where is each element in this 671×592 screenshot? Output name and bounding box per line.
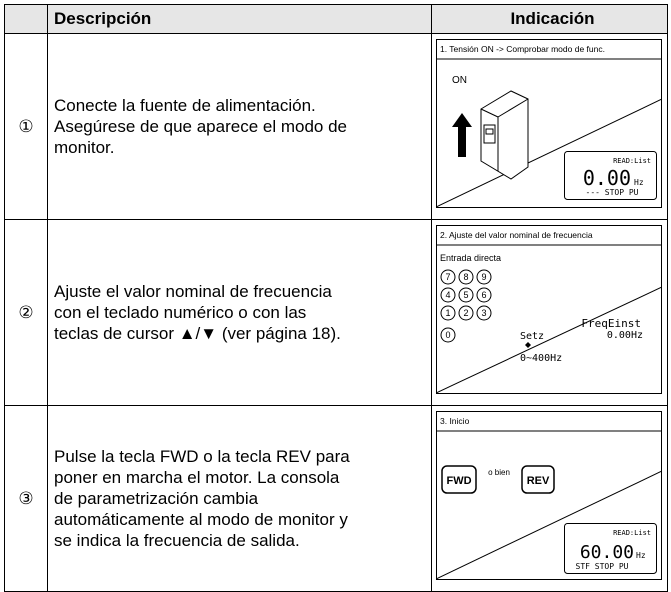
key-label: 2: [463, 308, 468, 318]
description-line: teclas de cursor ▲/▼ (ver página 18).: [54, 324, 341, 343]
key: [476, 269, 492, 285]
description-line: monitor.: [54, 138, 115, 157]
key: [440, 287, 456, 303]
key: [440, 327, 456, 343]
display-status: STF STOP PU: [576, 562, 629, 571]
key: [476, 305, 492, 321]
key-label: 3: [481, 308, 486, 318]
description-line: Asegúrese de que aparece el modo de: [54, 117, 347, 136]
display-mode: READ:List: [613, 529, 651, 537]
description: Pulse la tecla FWD o la tecla REV para po…: [47, 405, 432, 592]
description-line: de parametrización cambia: [54, 489, 259, 508]
panel-cell: 2. Ajuste del valor nominal de frecuenci…: [431, 219, 668, 406]
header-cell: [4, 4, 48, 34]
header-cell: Descripción: [47, 4, 432, 34]
row: ① Conecte la fuente de alimentación. Aseg…: [4, 33, 668, 220]
key: [458, 269, 474, 285]
key-label: 8: [463, 272, 468, 282]
key-label: 7: [445, 272, 450, 282]
display-status: --- STOP PU: [586, 188, 639, 197]
key: [440, 269, 456, 285]
key-label: 4: [445, 290, 450, 300]
panel-title: 3. Inicio: [440, 416, 470, 426]
key: [440, 305, 456, 321]
key-label: 0: [445, 330, 450, 340]
panel-title: 1. Tensión ON -> Comprobar modo de func.: [440, 44, 605, 54]
description-line: Ajuste el valor nominal de frecuencia: [54, 282, 332, 301]
description-line: con el teclado numérico o con las: [54, 303, 307, 322]
page: Descripción Indicación ① Conecte la fuen…: [4, 4, 668, 592]
description-line: se indica la frecuencia de salida.: [54, 531, 300, 550]
display-mode: READ:List: [613, 157, 651, 165]
switch-label: ON: [452, 75, 467, 86]
step-number: ③: [4, 405, 48, 592]
display-value: 0.00Hz: [607, 330, 643, 341]
panel-title: 2. Ajuste del valor nominal de frecuenci…: [440, 230, 593, 240]
row: ② Ajuste el valor nominal de frecuencia c…: [4, 219, 668, 406]
description: Ajuste el valor nominal de frecuencia con…: [47, 219, 432, 406]
display-unit: Hz: [634, 178, 644, 187]
panel: 1. Tensión ON -> Comprobar modo de func.…: [435, 39, 663, 208]
key-label: 5: [463, 290, 468, 300]
key-label: 6: [481, 290, 486, 300]
step-number: ②: [4, 219, 48, 406]
description: Conecte la fuente de alimentación. Asegúr…: [47, 33, 432, 220]
key: [458, 305, 474, 321]
header-row: Descripción Indicación: [4, 4, 668, 34]
display-heading: FreqEinst: [581, 317, 641, 330]
fwd-key: FWD: [446, 475, 471, 487]
description-line: poner en marcha el motor. La consola: [54, 468, 340, 487]
display-unit: Hz: [636, 551, 646, 560]
panel-cell: 3. Inicio FWD o bien REV READ:List 60.00…: [431, 405, 668, 592]
description-line: automáticamente al modo de monitor y: [54, 510, 348, 529]
key: [458, 287, 474, 303]
display-value: 60.00: [580, 542, 634, 563]
description-line: Pulse la tecla FWD o la tecla REV para: [54, 447, 350, 466]
display-value: 0.00: [583, 166, 631, 190]
step-number: ①: [4, 33, 48, 220]
key-label: 1: [445, 308, 450, 318]
row: ③ Pulse la tecla FWD o la tecla REV para…: [4, 405, 668, 592]
panel: 3. Inicio FWD o bien REV READ:List 60.00…: [435, 411, 663, 580]
panel: 2. Ajuste del valor nominal de frecuenci…: [435, 225, 663, 394]
description-line: Conecte la fuente de alimentación.: [54, 96, 316, 115]
display-range: 0~400Hz: [520, 353, 562, 364]
key: [476, 287, 492, 303]
procedure-table: Descripción Indicación ① Conecte la fuen…: [4, 4, 668, 592]
panel-subtitle: Entrada directa: [440, 253, 501, 263]
rev-key: REV: [527, 475, 550, 487]
header-cell: Indicación: [431, 4, 668, 34]
key-label: 9: [481, 272, 486, 282]
panel-cell: 1. Tensión ON -> Comprobar modo de func.…: [431, 33, 668, 220]
display-label: Setz: [520, 331, 544, 342]
or-text: o bien: [488, 468, 510, 477]
